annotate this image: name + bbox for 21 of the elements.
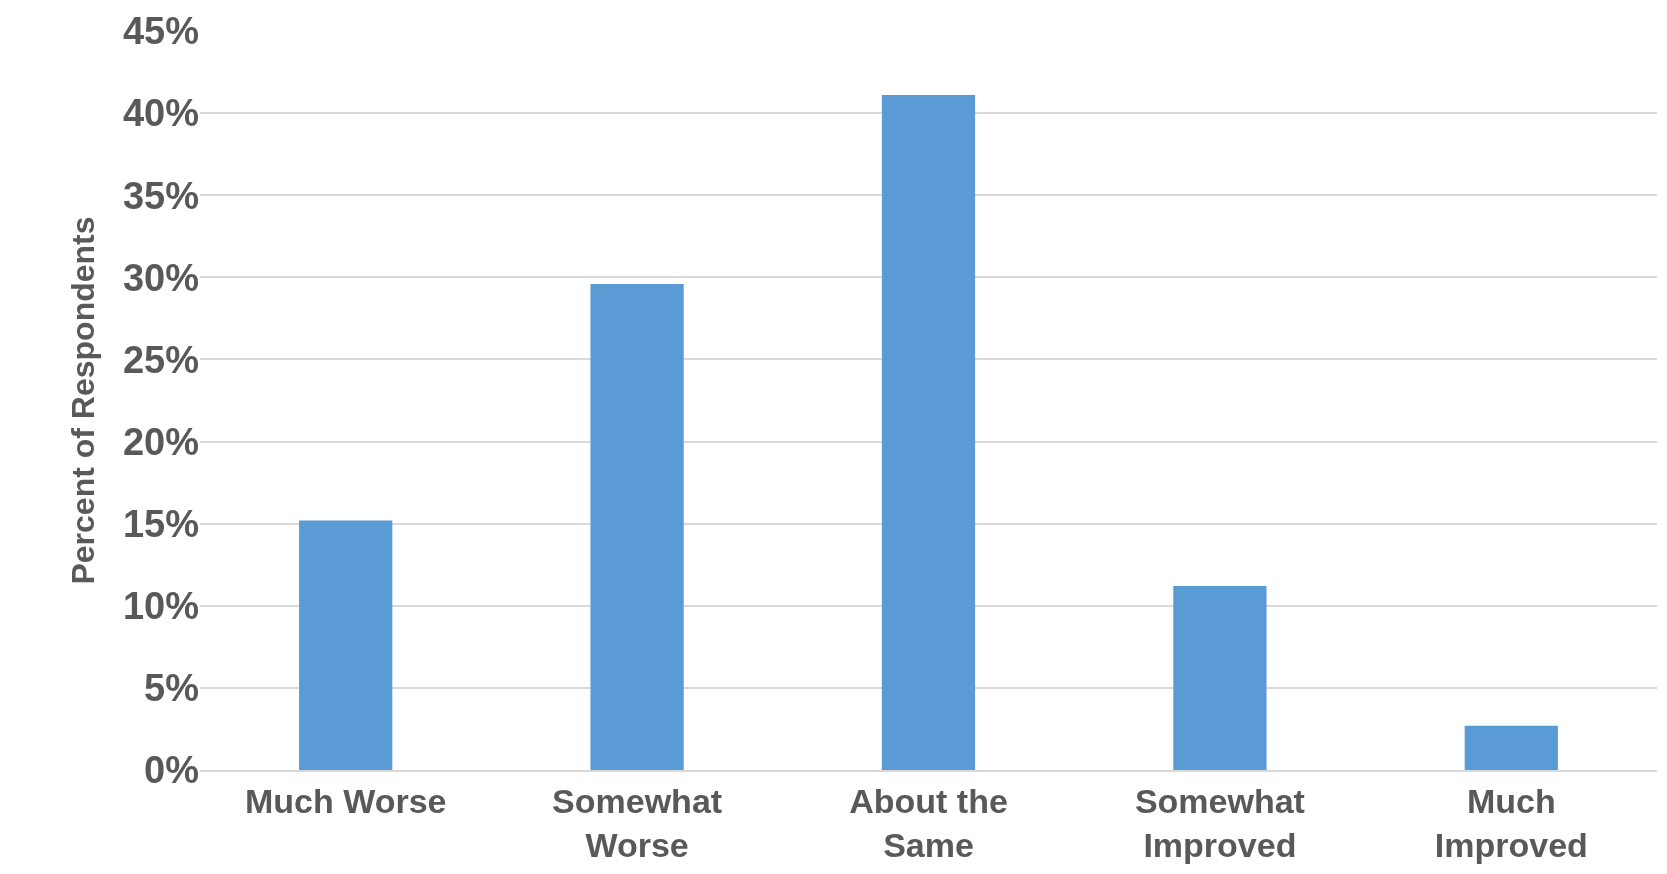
y-tick-label: 40% [122, 92, 199, 135]
bar [590, 283, 684, 770]
y-tick-label: 0% [144, 749, 199, 792]
y-tick-label: 45% [122, 10, 199, 53]
y-tick-label: 30% [122, 256, 199, 299]
y-tick-label: 35% [122, 174, 199, 217]
bar [1464, 725, 1558, 770]
y-axis-title: Percent of Respondents [65, 216, 102, 585]
x-tick-label: Somewhat Improved [1134, 781, 1305, 864]
x-tick-label: Somewhat Worse [552, 781, 723, 864]
y-tick-label: 15% [122, 502, 199, 545]
y-tick-label: 25% [122, 338, 199, 381]
y-tick-label: 10% [122, 585, 199, 628]
bar [881, 95, 976, 770]
bar [299, 520, 393, 770]
y-tick-label: 20% [122, 420, 199, 463]
bar [1173, 586, 1267, 770]
y-tick-label: 5% [144, 667, 199, 710]
x-tick-label: Much Worse [244, 781, 447, 820]
x-tick-label: About the Same [849, 781, 1008, 864]
x-tick-label: Much Improved [1434, 781, 1588, 864]
